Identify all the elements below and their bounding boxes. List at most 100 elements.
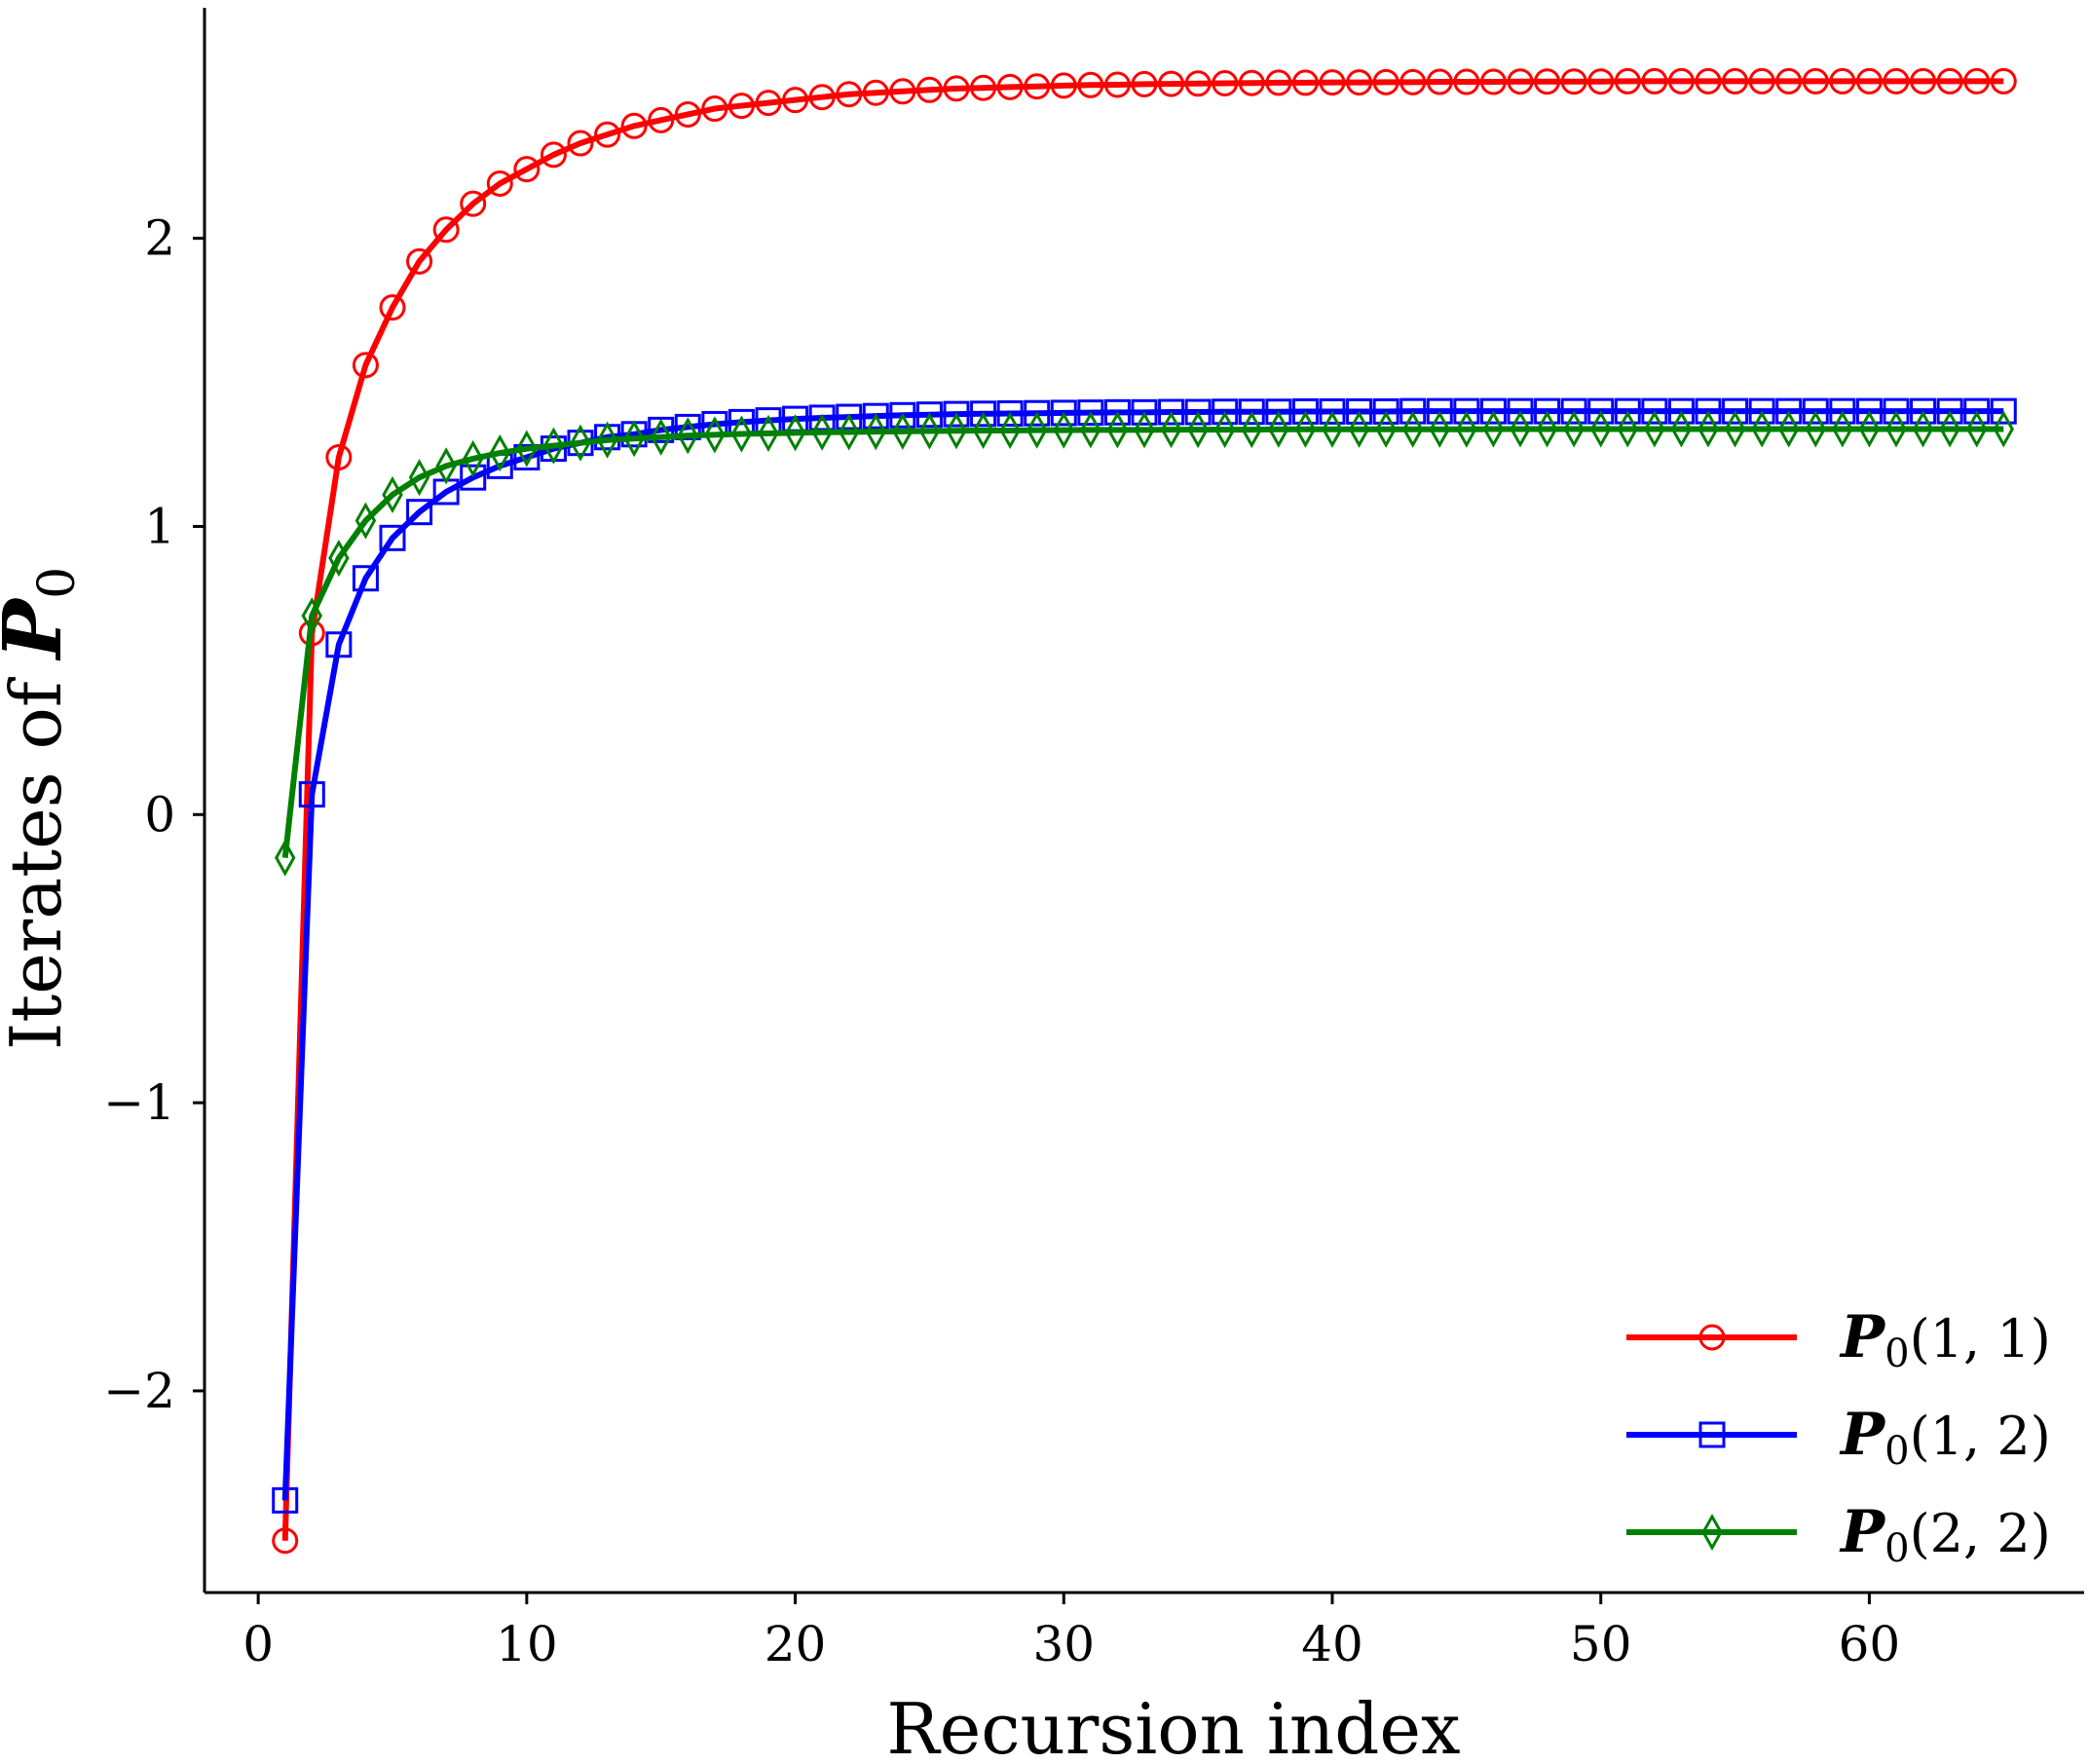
data-point-marker [1697,410,1719,448]
data-point-marker [1855,397,1883,425]
data-point-marker [943,75,970,102]
x-tick-label: 40 [1301,1616,1363,1672]
data-point-marker [999,411,1021,450]
data-point-marker [704,416,726,454]
data-point-marker [1614,67,1641,94]
data-point-marker [1587,397,1615,425]
data-point-marker [1291,69,1319,96]
data-point-marker [1832,410,1853,448]
data-point-marker [1346,69,1373,96]
data-point-marker [1375,410,1397,448]
data-point-marker [1482,410,1505,448]
data-point-marker [1858,410,1881,448]
data-point-marker [1534,397,1561,425]
data-point-marker [1106,411,1129,449]
data-point-marker [674,413,701,440]
data-point-marker [486,169,513,197]
legend-entry: P0(1, 2) [1626,1401,2051,1474]
data-point-marker [272,1486,299,1514]
data-point-marker [435,447,457,485]
data-point-marker [1479,68,1507,95]
svg-text:Iterates of P0: Iterates of P0 [0,567,87,1050]
data-point-marker [1212,70,1239,97]
data-point-marker [1294,410,1317,448]
data-point-marker [1910,397,1937,425]
data-point-marker [889,78,916,105]
data-point-marker [648,416,675,443]
data-point-marker [1158,398,1185,426]
x-tick-label: 0 [242,1616,274,1672]
x-ticks: 0 10 20 30 40 50 60 [242,1593,1900,1672]
data-point-marker [727,93,755,120]
data-point-marker [1319,69,1346,96]
data-point-marker [1695,67,1722,94]
data-point-marker [567,130,594,157]
data-point-marker [1829,67,1856,94]
data-point-marker [325,443,353,470]
data-point-marker [1805,410,1827,448]
series-1 [272,67,2017,1555]
data-point-marker [542,427,565,465]
data-point-marker [889,401,916,429]
data-point-marker [1963,397,1991,425]
data-point-marker [1319,397,1346,425]
data-point-marker [1990,397,2017,425]
series-layer [272,67,2017,1555]
data-point-marker [1560,397,1587,425]
data-point-marker [1238,69,1265,96]
data-point-marker [623,420,645,458]
data-point-marker [570,424,591,462]
data-point-marker [782,87,809,114]
data-point-marker [406,499,433,526]
data-point-marker [1695,397,1722,425]
data-point-marker [1507,68,1534,95]
series-2 [272,397,2017,1514]
data-point-marker [892,412,914,450]
data-point-marker [1103,398,1131,426]
data-point-marker [354,502,377,540]
data-point-marker [1184,398,1212,426]
data-point-marker [836,403,863,431]
data-point-marker [1131,398,1158,426]
legend-entry: P0(1, 1) [1626,1303,2051,1376]
data-point-marker [1134,411,1155,449]
data-point-marker [758,414,779,452]
data-point-marker [836,81,863,108]
data-point-marker [1024,73,1051,100]
axes [203,8,2084,1595]
data-point-marker [1024,399,1051,427]
data-point-marker [1348,410,1370,448]
data-point-marker [1453,68,1480,95]
y-axis-label-symbol: P [0,597,80,661]
data-point-marker [1291,397,1319,425]
data-point-marker [408,459,430,497]
data-point-marker [379,294,406,321]
data-point-marker [811,413,833,451]
data-point-marker [1939,410,1960,448]
data-point-marker [352,565,379,592]
data-point-marker [596,421,618,459]
data-point-marker [1510,410,1531,448]
data-point-marker [1963,67,1991,94]
data-point-marker [1241,411,1263,449]
data-point-marker [1883,67,1910,94]
y-tick-label: 0 [144,786,175,843]
data-point-marker [915,76,943,103]
data-point-marker [1426,68,1453,95]
data-point-marker [1617,410,1639,448]
legend-entry: P0(2, 2) [1626,1498,2051,1571]
data-point-marker [1453,397,1480,425]
data-point-marker [1883,397,1910,425]
data-point-marker [996,400,1024,428]
data-point-marker [1050,399,1077,427]
data-point-marker [1644,410,1665,448]
data-point-marker [460,464,487,491]
series-3 [274,410,2015,877]
data-point-marker [462,439,484,478]
data-point-marker [460,190,487,217]
series-line [281,78,2004,1541]
data-point-marker [1399,68,1427,95]
data-point-marker [274,839,296,877]
data-point-marker [677,417,699,455]
y-axis-label-text: Iterates of [0,659,77,1051]
